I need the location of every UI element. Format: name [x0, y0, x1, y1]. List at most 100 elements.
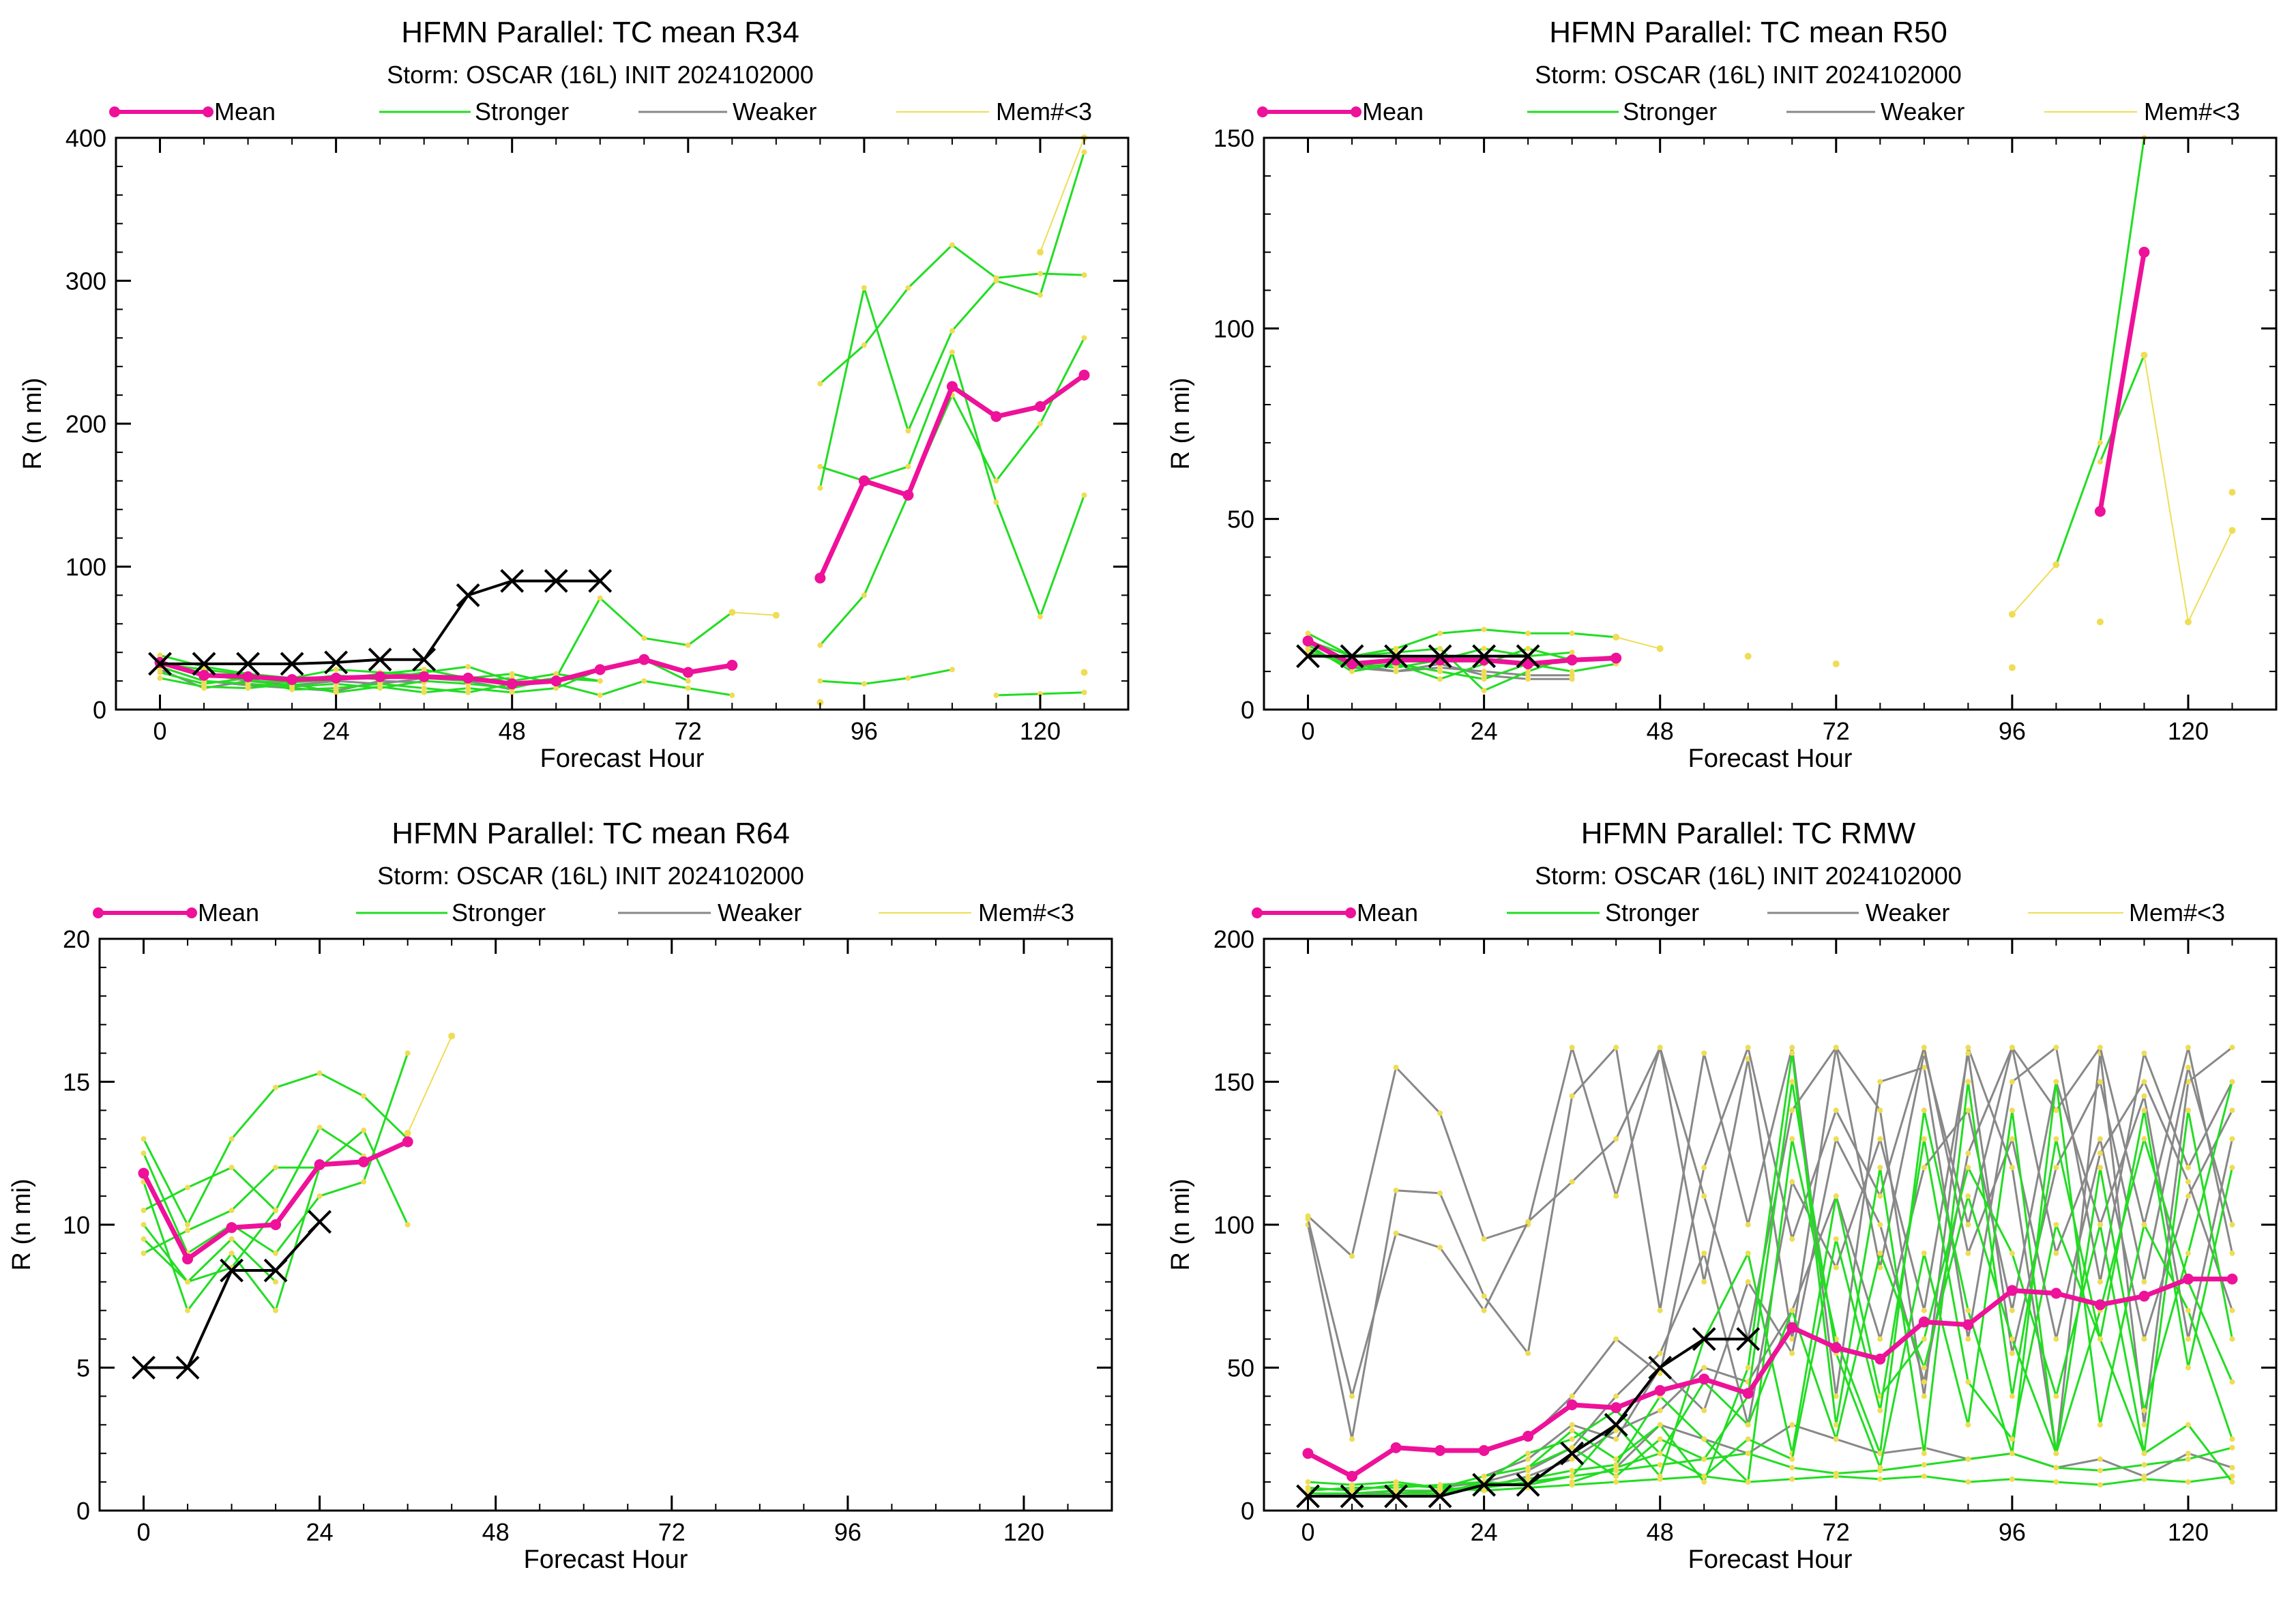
- legend-mean-marker: [186, 907, 197, 918]
- weaker-member-point: [2141, 1093, 2147, 1099]
- best-track-marker: [280, 652, 304, 676]
- weaker-member-point: [1569, 676, 1575, 682]
- stronger-member-point: [2229, 1479, 2235, 1485]
- stronger-member-point: [1437, 1485, 1443, 1491]
- stronger-member-point: [157, 652, 163, 658]
- weaker-member-point: [1877, 1193, 1883, 1199]
- stronger-member-point: [1789, 1050, 1795, 1056]
- stronger-member-line: [160, 660, 733, 697]
- stronger-member-point: [1877, 1165, 1883, 1171]
- y-tick-label: 100: [1213, 1211, 1254, 1239]
- stronger-member-point: [905, 428, 911, 434]
- legend-weaker-label: Weaker: [1866, 899, 1949, 927]
- y-tick-label: 150: [1213, 1068, 1254, 1096]
- legend-mean-marker: [203, 106, 214, 117]
- mean-point: [2182, 1273, 2194, 1285]
- chart-r50: HFMN Parallel: TC mean R50 Storm: OSCAR …: [1166, 16, 2278, 773]
- mean-point: [1434, 1445, 1446, 1457]
- weaker-member-point: [1833, 1107, 1839, 1113]
- y-tick-label: 50: [1227, 1354, 1254, 1382]
- weaker-member-point: [1349, 1393, 1355, 1399]
- weaker-member-point: [2185, 1179, 2191, 1185]
- stronger-member-point: [1481, 676, 1487, 682]
- best-track-marker: [1428, 1484, 1452, 1509]
- stronger-member-point: [1525, 669, 1531, 675]
- weaker-member-point: [1613, 1045, 1619, 1051]
- stronger-member-point: [1657, 1461, 1663, 1468]
- best-track-marker: [1472, 1472, 1497, 1497]
- panel-r50: HFMN Parallel: TC mean R50 Storm: OSCAR …: [1148, 0, 2296, 801]
- stronger-member-point: [273, 1208, 279, 1214]
- stronger-member-point: [185, 1227, 191, 1234]
- stronger-member-point: [2053, 1222, 2059, 1227]
- stronger-member-point: [361, 1093, 367, 1099]
- stronger-member-point: [1437, 645, 1443, 652]
- stronger-member-point: [157, 669, 163, 675]
- mean-point: [358, 1156, 370, 1167]
- weaker-member-point: [1965, 1150, 1971, 1156]
- mean-point: [2094, 1299, 2106, 1311]
- stronger-member-point: [141, 1150, 147, 1156]
- stronger-member-point: [1921, 1473, 1927, 1479]
- stronger-member-point: [2185, 1479, 2191, 1485]
- stronger-member-point: [141, 1222, 147, 1227]
- chart-title: HFMN Parallel: TC mean R50: [1549, 16, 1947, 49]
- mean-point: [374, 671, 386, 682]
- stronger-member-point: [2097, 439, 2103, 446]
- weaker-member-point: [1701, 1250, 1707, 1256]
- stronger-member-point: [361, 1127, 367, 1133]
- stronger-member-point: [1877, 1465, 1883, 1471]
- stronger-member-point: [817, 642, 823, 648]
- stronger-member-point: [2009, 1250, 2015, 1256]
- weaker-member-point: [2229, 1107, 2235, 1113]
- mean-point: [1078, 369, 1090, 381]
- best-track-marker: [1384, 644, 1408, 669]
- chart-title: HFMN Parallel: TC mean R64: [392, 817, 790, 850]
- stronger-member-point: [2229, 1379, 2235, 1385]
- weaker-member-point: [1569, 1045, 1575, 1051]
- stronger-member-point: [1921, 1451, 1927, 1457]
- stronger-member-point: [1833, 1436, 1839, 1442]
- stronger-member-point: [229, 1250, 235, 1256]
- mean-point: [990, 411, 1002, 422]
- stronger-member-line: [819, 244, 1085, 385]
- stronger-member-point: [1657, 1451, 1663, 1457]
- stronger-member-line: [1396, 1137, 2233, 1498]
- stronger-member-point: [1965, 1165, 1971, 1171]
- weaker-member-point: [1701, 1365, 1707, 1371]
- stronger-member-point: [1965, 1379, 1971, 1385]
- chart-subtitle: Storm: OSCAR (16L) INIT 2024102000: [1535, 862, 1962, 890]
- y-tick-label: 200: [65, 410, 106, 438]
- stronger-member-point: [421, 689, 427, 695]
- stronger-member-point: [993, 278, 999, 284]
- stronger-member-point: [2097, 1165, 2103, 1171]
- few-member-point: [772, 611, 780, 619]
- legend-mean-marker: [1252, 907, 1263, 918]
- stronger-member-point: [1789, 1079, 1795, 1085]
- mean-point: [2006, 1285, 2018, 1296]
- mean-point: [1302, 1448, 1314, 1459]
- x-tick-label: 72: [658, 1518, 686, 1546]
- stronger-member-line: [1308, 1446, 2233, 1492]
- stronger-member-point: [1833, 1193, 1839, 1199]
- stronger-member-point: [817, 381, 823, 387]
- stronger-member-point: [641, 635, 647, 641]
- stronger-member-point: [1569, 1427, 1575, 1433]
- panel-r64: HFMN Parallel: TC mean R64 Storm: OSCAR …: [0, 801, 1148, 1602]
- stronger-member-point: [273, 1279, 279, 1285]
- legend-stronger-label: Stronger: [1605, 899, 1699, 927]
- stronger-member-point: [141, 1136, 147, 1142]
- mean-point: [138, 1167, 149, 1179]
- weaker-member-point: [1877, 1336, 1883, 1342]
- stronger-member-point: [201, 684, 207, 690]
- legend-mean-marker: [1351, 106, 1362, 117]
- few-member-point: [1613, 633, 1620, 641]
- stronger-member-point: [2097, 1468, 2103, 1474]
- weaker-member-point: [1877, 1264, 1883, 1270]
- panel-rmw: HFMN Parallel: TC RMW Storm: OSCAR (16L)…: [1148, 801, 2296, 1602]
- weaker-member-point: [1877, 1079, 1883, 1085]
- weaker-member-point: [1305, 1216, 1311, 1222]
- best-track-marker: [1604, 1412, 1628, 1437]
- weaker-member-point: [2097, 1045, 2103, 1051]
- stronger-member-point: [1965, 1456, 1971, 1462]
